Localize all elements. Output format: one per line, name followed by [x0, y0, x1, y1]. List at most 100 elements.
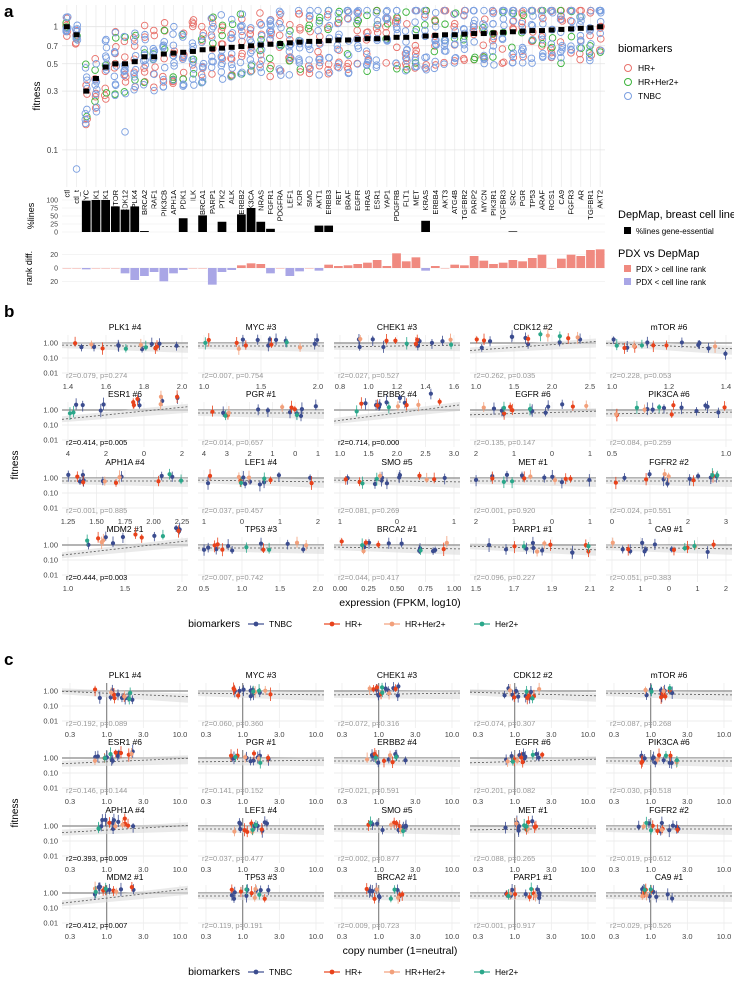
regression-line: [197, 479, 325, 483]
data-point-TNBC: [208, 57, 216, 66]
data-point-TNBC: [130, 73, 139, 81]
median-marker: [63, 24, 70, 30]
x-axis-label: expression (FPKM, log10): [339, 597, 460, 609]
data-point: [97, 885, 102, 890]
data-point-TNBC: [257, 68, 265, 77]
data-point-TNBC: [325, 54, 333, 62]
data-point-HR+: [238, 49, 246, 58]
data-point-TNBC: [537, 6, 546, 15]
data-point: [365, 757, 370, 762]
data-point-HR+Her2+: [197, 35, 206, 44]
x-tick-label: PARP2: [470, 190, 479, 214]
x-tick-label: PDGFRB: [392, 190, 401, 221]
legend-entry: HR+Her2+: [405, 619, 446, 629]
data-point: [308, 475, 313, 480]
regression-line: [605, 692, 733, 696]
regression-line: [605, 546, 733, 550]
x-tick-label: 10.0: [309, 865, 324, 874]
data-point: [534, 549, 540, 554]
data-point-TNBC: [305, 11, 314, 20]
data-point: [397, 473, 403, 478]
x-tick-label: 10.0: [309, 932, 324, 941]
facet-title: MYC #3: [246, 670, 277, 680]
data-point-TNBC: [558, 41, 566, 50]
data-point-HR+: [498, 59, 507, 67]
data-point: [108, 695, 113, 700]
data-point: [120, 534, 126, 540]
rank-diff-bar: [450, 264, 460, 268]
regression-stat: r2=0.262, p=0.035: [474, 371, 535, 380]
data-point-HR+: [373, 28, 382, 37]
median-marker: [490, 30, 497, 36]
data-point: [653, 760, 658, 765]
data-point-TNBC: [256, 63, 264, 72]
data-point: [261, 547, 266, 552]
data-point: [639, 760, 644, 765]
data-point: [413, 341, 418, 346]
data-point-TNBC: [257, 21, 265, 29]
data-point: [203, 340, 208, 345]
data-point: [152, 533, 157, 538]
confidence-band: [470, 756, 596, 766]
data-point: [100, 346, 105, 351]
data-point: [129, 751, 134, 756]
x-tick-label: 2: [724, 584, 728, 593]
y-tick-label: 0.5: [47, 60, 59, 69]
data-point-HR+Her2+: [441, 20, 449, 28]
data-point-TNBC: [479, 20, 487, 28]
data-point: [374, 887, 379, 892]
data-point: [377, 894, 382, 900]
data-point: [655, 757, 660, 762]
confidence-band: [198, 893, 324, 902]
x-tick-label: ERBB4: [431, 190, 440, 215]
data-point: [396, 684, 401, 689]
x-tick-label: 10.0: [173, 730, 188, 739]
x-tick-label: FGFR3: [567, 190, 576, 215]
regression-stat: r2=0.024, p=0.551: [610, 506, 671, 515]
x-tick-label: SMO: [305, 190, 314, 207]
x-tick-label: 1.0: [101, 865, 111, 874]
data-point: [299, 407, 305, 412]
confidence-band: [62, 885, 188, 907]
data-point: [379, 685, 385, 690]
x-tick-label: 0.3: [65, 730, 75, 739]
data-point: [122, 694, 127, 699]
data-point-HR+: [82, 81, 90, 89]
data-point-TNBC: [440, 42, 449, 50]
data-point-TNBC: [460, 11, 468, 20]
data-point-TNBC: [159, 75, 168, 84]
regression-line: [333, 344, 461, 348]
data-point-HR+: [403, 20, 411, 28]
facet-title: PARP1 #1: [513, 524, 552, 534]
data-point: [156, 479, 161, 484]
data-point: [234, 340, 239, 346]
x-tick-label: 2: [474, 449, 478, 458]
data-point-TNBC: [538, 35, 547, 44]
data-point: [528, 689, 534, 694]
data-point-TNBC: [198, 77, 207, 86]
x-tick-label: 1.0: [645, 797, 655, 806]
data-point: [118, 750, 124, 756]
data-point: [613, 480, 618, 485]
legend-symbol: [253, 621, 259, 627]
data-point-TNBC: [295, 58, 303, 67]
x-tick-label: BRCA1: [198, 190, 207, 215]
data-point: [238, 821, 243, 826]
data-point-TNBC: [316, 58, 324, 67]
data-point-TNBC: [353, 8, 361, 17]
rank-diff-bar: [120, 268, 130, 274]
data-point: [437, 399, 442, 404]
data-point: [622, 345, 627, 351]
data-point-TNBC: [344, 8, 353, 17]
data-point-HR+Her2+: [120, 88, 129, 96]
legend-symbol: [389, 621, 395, 627]
data-point: [669, 760, 674, 765]
data-point: [670, 896, 675, 901]
rank-diff-bar: [498, 262, 508, 268]
data-point: [487, 339, 493, 344]
data-point-TNBC: [246, 67, 255, 76]
data-point-HR+: [597, 35, 605, 43]
data-point: [710, 473, 715, 478]
regression-line: [469, 691, 597, 697]
x-tick-label: 1: [512, 517, 516, 526]
